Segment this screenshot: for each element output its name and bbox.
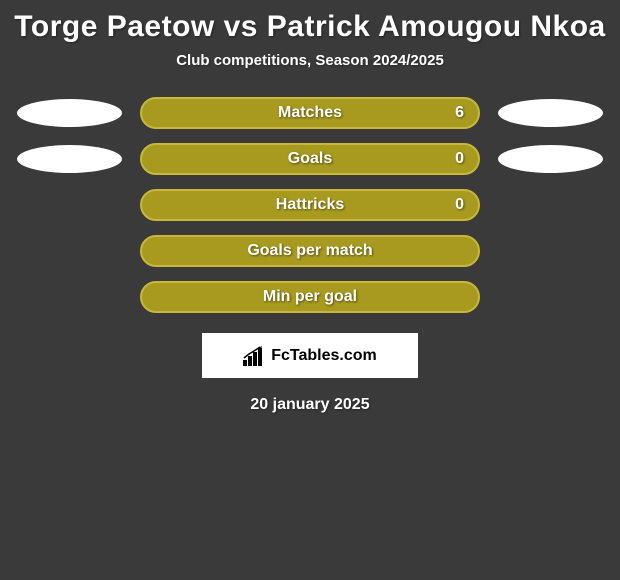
stat-label: Hattricks [276, 196, 344, 214]
left-ellipse [17, 145, 122, 173]
stat-bar: Min per goal [140, 281, 480, 313]
stat-label: Goals per match [247, 242, 372, 260]
stat-bar: Hattricks 0 [140, 189, 480, 221]
bar-chart-icon [243, 346, 267, 366]
stat-label: Min per goal [263, 288, 357, 306]
stat-row: Matches 6 [0, 97, 620, 129]
left-ellipse [17, 99, 122, 127]
stat-row: Goals 0 [0, 143, 620, 175]
stat-bar: Goals 0 [140, 143, 480, 175]
stat-row: Goals per match [0, 235, 620, 267]
logo-box: FcTables.com [202, 333, 418, 378]
stat-value: 6 [455, 104, 464, 122]
stat-bar: Goals per match [140, 235, 480, 267]
right-ellipse [498, 145, 603, 173]
stat-bar: Matches 6 [140, 97, 480, 129]
stat-rows: Matches 6 Goals 0 Hattricks 0 Goals per match M… [0, 97, 620, 313]
stat-label: Goals [288, 150, 332, 168]
page-title: Torge Paetow vs Patrick Amougou Nkoa [0, 0, 620, 52]
right-ellipse [498, 99, 603, 127]
logo-text: FcTables.com [271, 347, 377, 365]
stat-row: Min per goal [0, 281, 620, 313]
subtitle: Club competitions, Season 2024/2025 [0, 52, 620, 97]
comparison-infographic: Torge Paetow vs Patrick Amougou Nkoa Clu… [0, 0, 620, 414]
date-label: 20 january 2025 [0, 396, 620, 414]
stat-value: 0 [455, 196, 464, 214]
stat-row: Hattricks 0 [0, 189, 620, 221]
stat-value: 0 [455, 150, 464, 168]
stat-label: Matches [278, 104, 342, 122]
